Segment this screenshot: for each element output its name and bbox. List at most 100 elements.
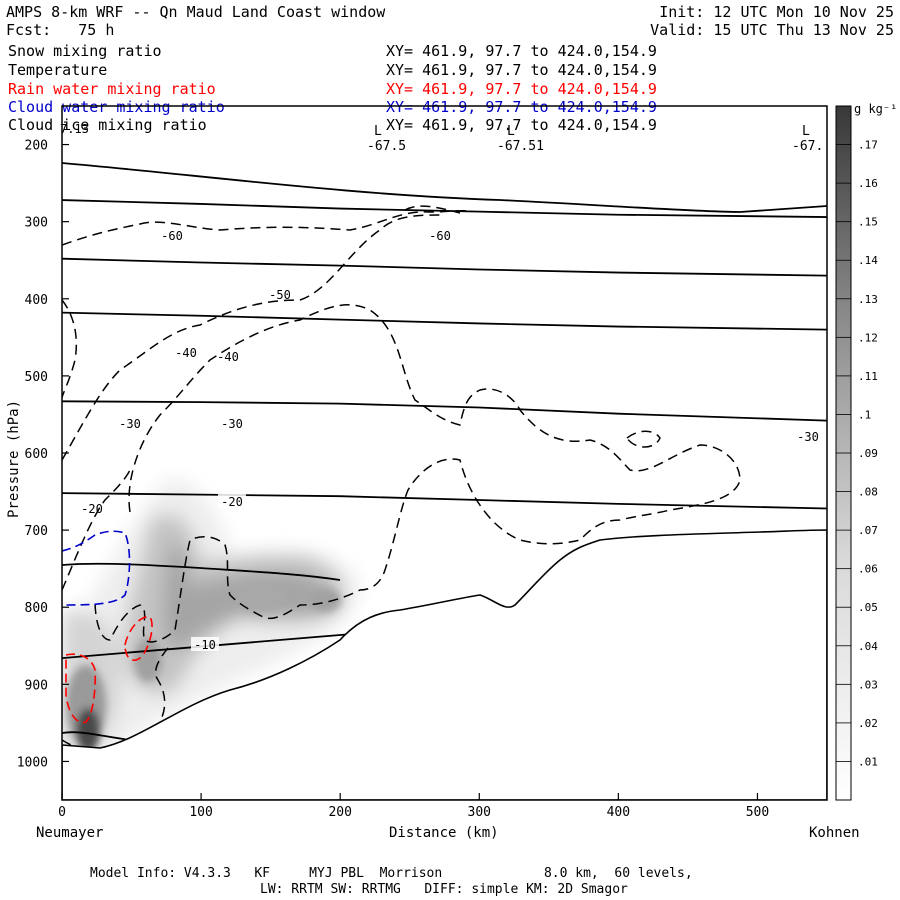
x-left-station: Neumayer	[36, 825, 104, 841]
marker-value: -67.	[792, 139, 824, 154]
model-info: Model Info: V4.3.3 KF MYJ PBL Morrison 8…	[90, 866, 693, 881]
isotherm-label: -30	[221, 417, 243, 431]
snow-max-field	[66, 584, 341, 752]
colorbar-ticks: .01 .02 .03 .04 .05 .06 .07 .08 .09 .1 .11 .12 .13 .1…	[836, 139, 878, 768]
isotherm-line	[62, 162, 827, 213]
x-axis-ticks: 0 100 200 300 400 500	[58, 793, 769, 820]
isotherm-label: -10	[194, 638, 216, 652]
snow-core	[309, 588, 341, 612]
y-tick-label: 200	[25, 139, 48, 154]
x-tick-label: 300	[468, 805, 491, 820]
cloud-ice-contour	[62, 469, 131, 591]
cloud-ice-contour	[404, 205, 461, 214]
colorbar-tick-label: .1	[858, 408, 871, 421]
colorbar-unit: g kg⁻¹	[854, 102, 898, 116]
cloud-ice-contour	[62, 739, 91, 750]
colorbar-tick-label: .15	[858, 216, 878, 229]
isotherm-label: -20	[221, 495, 243, 509]
field-xy-snow: XY= 461.9, 97.7 to 424.0,154.9	[386, 42, 657, 60]
x-tick-label: 200	[328, 805, 351, 820]
isotherm-label-background	[794, 429, 822, 443]
cloud-ice-contour	[62, 209, 471, 246]
isotherm-label-background	[191, 637, 219, 651]
colorbar-tick-label: .17	[858, 139, 878, 152]
colorbar-tick-label: .09	[858, 447, 878, 460]
snow-core	[236, 584, 288, 612]
isotherm-label-background	[172, 345, 200, 359]
isotherm-label-background	[218, 416, 246, 430]
marker-value: -67.5	[367, 139, 407, 154]
marker-value: -67.51	[497, 139, 544, 154]
colorbar-tick-label: .02	[858, 717, 878, 730]
isotherm-line	[62, 257, 827, 277]
y-tick-label: 800	[25, 601, 48, 616]
colorbar-tick-label: .08	[858, 486, 878, 499]
isotherm-label: -40	[217, 350, 239, 364]
temperature-contour-labels: -60 -60-50-40 -40-30 -30-30-20 -20-10	[78, 228, 822, 652]
x-tick-label: 500	[746, 805, 769, 820]
colorbar-tick-label: .13	[858, 293, 878, 306]
cloud-water-contours	[62, 530, 131, 606]
chart-title: AMPS 8-km WRF -- Qn Maud Land Coast wind…	[6, 3, 386, 21]
field-label-temperature: Temperature	[8, 61, 108, 79]
field-xy-temperature: XY= 461.9, 97.7 to 424.0,154.9	[386, 61, 657, 79]
x-axis-label: Distance (km)	[389, 825, 499, 841]
y-tick-label: 1000	[17, 755, 48, 770]
colorbar-tick-label: .06	[858, 563, 878, 576]
colorbar-tick-label: .03	[858, 678, 878, 691]
isotherm-label: -30	[797, 430, 819, 444]
marker-value: 7.13	[60, 122, 89, 136]
rain-water-contour	[124, 616, 153, 661]
isotherm-line	[62, 311, 827, 331]
colorbar-tick-label: .16	[858, 177, 878, 190]
y-tick-label: 900	[25, 678, 48, 693]
x-tick-label: 100	[189, 805, 212, 820]
y-tick-label: 500	[25, 370, 48, 385]
isotherm-label-background	[266, 287, 294, 301]
colorbar-tick-label: .07	[858, 524, 878, 537]
colorbar-tick-label: .12	[858, 331, 878, 344]
y-axis-ticks: 200 300 400 500 600 700 800 900 1000	[17, 139, 69, 770]
rain-water-contours	[65, 616, 153, 724]
field-label-snow: Snow mixing ratio	[8, 42, 162, 60]
init-time: Init: 12 UTC Mon 10 Nov 25	[659, 3, 894, 21]
marker-letter: L	[802, 124, 810, 139]
colorbar-tick-label: .04	[858, 640, 878, 653]
isotherm-label-background	[78, 501, 106, 515]
isotherm-label-background	[218, 494, 246, 508]
colorbar-tick-label: .11	[858, 370, 878, 383]
isotherm-line	[62, 199, 827, 218]
field-label-cloud-ice: Cloud ice mixing ratio	[8, 116, 207, 134]
cloud-ice-contour	[94, 304, 741, 643]
isotherm-label: -50	[269, 288, 291, 302]
y-tick-label: 400	[25, 293, 48, 308]
y-tick-label: 700	[25, 524, 48, 539]
isotherm-line	[62, 492, 827, 510]
isotherm-label-background	[158, 228, 186, 242]
x-tick-label: 0	[58, 805, 66, 820]
isotherm-label: -30	[119, 417, 141, 431]
isotherm-label-background	[116, 416, 144, 430]
isotherm-line	[62, 562, 341, 581]
colorbar-tick-label: .05	[858, 601, 878, 614]
field-xy-cloud-ice: XY= 461.9, 97.7 to 424.0,154.9	[386, 116, 657, 134]
terrain-surface	[62, 529, 827, 800]
isotherm-label-background	[426, 228, 454, 242]
cloud-ice-contour	[62, 299, 78, 399]
y-tick-label: 600	[25, 447, 48, 462]
colorbar-tick-label: .01	[858, 755, 878, 768]
terrain	[62, 529, 827, 800]
y-tick-label: 300	[25, 216, 48, 231]
marker-letter: L	[374, 124, 382, 139]
cloud-ice-contour	[625, 430, 661, 448]
colorbar-tick-label: .14	[858, 254, 878, 267]
x-right-station: Kohnen	[809, 825, 860, 841]
isotherm-label-background	[214, 349, 242, 363]
forecast-hour: Fcst: 75 h	[6, 21, 115, 39]
snow-core	[134, 638, 162, 682]
snow-core	[76, 708, 100, 752]
field-xy-rain: XY= 461.9, 97.7 to 424.0,154.9	[386, 80, 657, 98]
isotherm-line	[62, 400, 827, 422]
